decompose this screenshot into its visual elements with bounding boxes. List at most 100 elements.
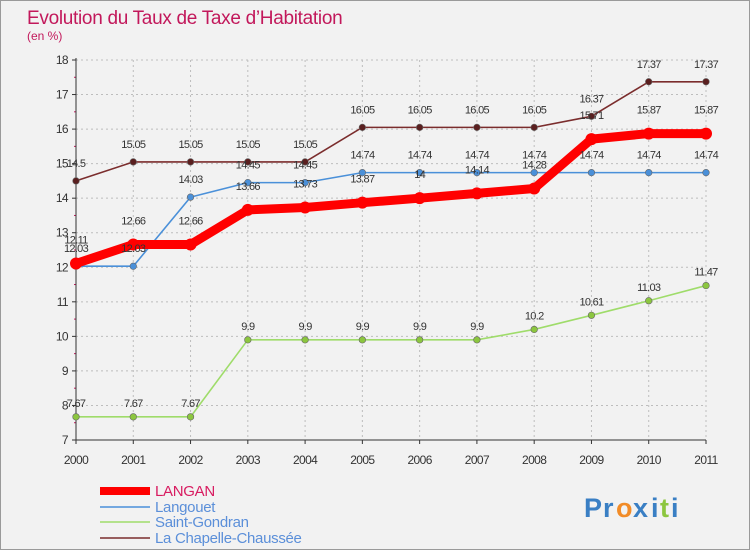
data-point-langan: [299, 201, 312, 214]
data-label-saint-gondran: 9.9: [413, 321, 427, 333]
data-label-la-chapelle-chauss-e: 15.05: [121, 139, 146, 151]
logo-letter: r: [603, 493, 615, 523]
logo-letter: i: [671, 493, 680, 523]
data-label-langouet: 14.74: [637, 150, 662, 162]
data-point-la-chapelle-chauss-e: [72, 177, 80, 185]
data-point-langouet: [702, 169, 710, 177]
data-label-la-chapelle-chauss-e: 16.37: [579, 93, 604, 105]
data-point-langouet: [587, 169, 596, 177]
data-point-saint-gondran: [186, 413, 195, 421]
data-point-la-chapelle-chauss-e: [530, 123, 538, 131]
data-label-langouet: 14.74: [350, 150, 375, 162]
axis-layer: 7 8 9 10 11 12 13 14 15 16 17 18 2000 2001 2002 2003 200…: [56, 53, 719, 467]
data-point-la-chapelle-chauss-e: [358, 123, 366, 131]
data-point-saint-gondran: [473, 336, 481, 344]
data-label-saint-gondran: 9.9: [298, 321, 312, 333]
y-tick-label: 16: [56, 122, 69, 136]
x-tick-label: 2007: [465, 453, 490, 467]
y-tick-label: 12: [56, 260, 69, 274]
data-point-langouet: [530, 169, 538, 177]
data-point-langan: [413, 192, 426, 205]
x-tick-label: 2001: [121, 453, 146, 467]
data-label-saint-gondran: 10.2: [525, 310, 544, 322]
data-point-langouet: [301, 179, 309, 187]
data-point-saint-gondran: [702, 281, 710, 290]
data-point-langouet: [244, 179, 252, 187]
data-label-saint-gondran: 11.47: [694, 267, 718, 279]
data-point-saint-gondran: [244, 336, 252, 344]
data-label-saint-gondran: 9.9: [241, 321, 255, 333]
data-point-la-chapelle-chauss-e: [645, 78, 653, 86]
data-point-langan: [528, 182, 541, 195]
data-label-langan: 13.87: [350, 174, 375, 186]
data-label-langan: 15.71: [579, 110, 604, 122]
x-tick-label: 2004: [293, 453, 318, 467]
data-point-langan: [70, 257, 82, 270]
data-label-langan: 15.87: [694, 105, 719, 117]
y-tick-label: 13: [56, 226, 69, 240]
data-label-langan: 14: [414, 169, 425, 181]
y-tick-label: 9: [62, 364, 69, 378]
data-point-langouet: [473, 169, 481, 177]
x-tick-label: 2010: [637, 453, 662, 467]
data-label-langouet: 14.45: [236, 160, 261, 172]
x-tick-label: 2000: [64, 453, 89, 467]
data-label-langouet: 14.74: [465, 150, 490, 162]
series-line-langan: [71, 129, 711, 268]
data-label-langan: 15.87: [637, 105, 662, 117]
y-tick-label: 11: [57, 295, 69, 309]
data-point-langan: [356, 196, 369, 209]
y-tick-label: 8: [62, 398, 69, 412]
data-label-langouet: 14.74: [579, 150, 604, 162]
x-tick-label: 2011: [694, 453, 718, 467]
data-label-langan: 12.66: [121, 215, 146, 227]
y-tick-label: 17: [56, 88, 69, 102]
legend-label-la-chapelle-chauss-e: La Chapelle-Chaussée: [155, 530, 302, 547]
data-label-saint-gondran: 7.67: [124, 398, 143, 410]
data-label-langouet: 12.03: [121, 243, 146, 255]
legend-label-langan: LANGAN: [155, 483, 215, 500]
data-point-langouet: [416, 169, 424, 177]
data-point-langan: [585, 133, 598, 146]
data-point-saint-gondran: [587, 311, 596, 319]
y-tick-label: 10: [56, 329, 69, 343]
data-point-saint-gondran: [301, 336, 309, 344]
data-point-saint-gondran: [645, 297, 653, 305]
data-label-langouet: 12.03: [64, 243, 89, 255]
data-label-langan: 14.28: [522, 160, 547, 172]
data-point-la-chapelle-chauss-e: [129, 158, 137, 166]
data-label-saint-gondran: 9.9: [470, 321, 484, 333]
data-label-langouet: 14.74: [408, 150, 433, 162]
data-point-saint-gondran: [129, 413, 137, 421]
series-line-la-chapelle-chauss-e: [75, 80, 707, 182]
data-label-la-chapelle-chauss-e: 17.37: [637, 59, 662, 71]
x-tick-label: 2005: [350, 453, 375, 467]
data-point-langouet: [358, 169, 366, 177]
data-point-langan: [642, 127, 655, 140]
data-label-langouet: 14.45: [293, 160, 318, 172]
data-label-la-chapelle-chauss-e: 16.05: [522, 104, 547, 116]
y-tick-label: 14: [56, 191, 69, 205]
logo-letter: x: [633, 493, 649, 523]
data-label-langan: 13.73: [293, 179, 318, 191]
data-point-la-chapelle-chauss-e: [244, 158, 252, 166]
x-tick-label: 2006: [407, 453, 432, 467]
y-tick-label: 7: [62, 433, 69, 447]
data-point-la-chapelle-chauss-e: [416, 123, 424, 131]
y-tick-label: 15: [56, 157, 69, 171]
logo-letter: o: [616, 493, 634, 523]
data-point-langan: [241, 203, 254, 216]
data-label-langouet: 14.03: [179, 174, 204, 186]
data-point-saint-gondran: [72, 413, 80, 421]
data-label-langouet: 14.74: [694, 150, 719, 162]
data-point-saint-gondran: [358, 336, 366, 344]
y-tick-label: 18: [56, 53, 69, 67]
data-point-langouet: [129, 262, 137, 270]
x-tick-label: 2009: [579, 453, 604, 467]
logo-letter: P: [584, 493, 603, 523]
data-label-langan: 12.66: [179, 215, 204, 227]
data-label-saint-gondran: 11.03: [637, 282, 661, 294]
